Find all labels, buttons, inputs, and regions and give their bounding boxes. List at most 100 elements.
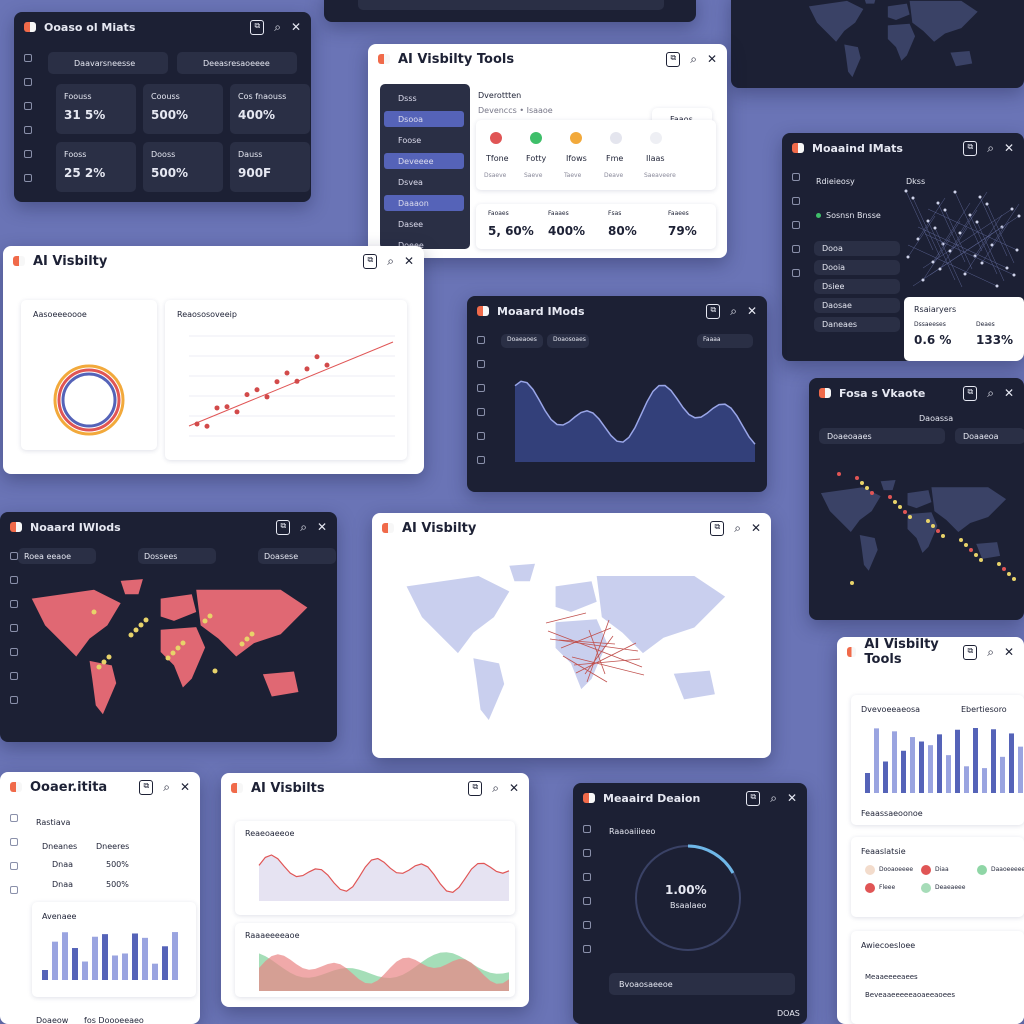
card: Avenaee — [32, 902, 196, 997]
control-button[interactable]: ✕ — [290, 19, 301, 34]
control-button[interactable]: ✕ — [508, 780, 519, 795]
control-button[interactable]: ⧉ — [250, 19, 265, 35]
control-button[interactable]: ⧉ — [746, 790, 761, 806]
control-button[interactable]: ✕ — [786, 790, 797, 805]
control-button[interactable]: ⌕ — [730, 303, 737, 318]
menu-item[interactable]: Dsooa — [384, 111, 464, 127]
control-button[interactable]: ✕ — [403, 253, 414, 268]
control-button[interactable]: ⌕ — [987, 644, 994, 659]
menu-item[interactable]: Doeee — [384, 237, 464, 253]
panel: Fosa s Vkaote ⧉ ⌕ ✕ Daoassa Doaeoaaes Doaaeoa — [809, 378, 1024, 620]
control-button[interactable]: ⌕ — [987, 140, 994, 155]
control-button[interactable]: ⌕ — [690, 51, 697, 66]
menu-item[interactable]: Daaaon — [384, 195, 464, 211]
map-dot — [128, 632, 134, 638]
network-node — [936, 201, 940, 205]
menu-item[interactable]: Dsss — [384, 90, 464, 106]
card[interactable]: Doaaeoa — [955, 428, 1024, 444]
card[interactable]: Roea eeaoe — [18, 548, 96, 564]
ring — [53, 364, 125, 436]
window-controls: ⧉ ⌕ ✕ — [963, 140, 1014, 156]
control-button[interactable]: ⧉ — [363, 253, 378, 269]
panel: Ooaso ol Miats ⧉ ⌕ ✕ Daavarsneesse Deeasresao… — [14, 12, 311, 202]
card[interactable]: Daosae — [814, 298, 900, 313]
control-button[interactable]: ⧉ — [276, 519, 291, 535]
control-button[interactable]: ⌕ — [300, 519, 307, 534]
menu-item[interactable]: Dsvea — [384, 174, 464, 190]
legend-dot — [650, 132, 662, 144]
network-node — [980, 261, 984, 265]
control-button[interactable]: ⧉ — [468, 780, 483, 796]
control-button[interactable]: ⧉ — [963, 644, 978, 660]
menu-item[interactable]: Foose — [384, 132, 464, 148]
control-button[interactable]: ⧉ — [706, 303, 721, 319]
control-button[interactable]: ⌕ — [770, 790, 777, 805]
bar — [162, 946, 168, 980]
control-button[interactable]: ⧉ — [710, 520, 725, 536]
card[interactable]: Doaeoaaes — [819, 428, 945, 444]
map-dot — [143, 617, 149, 623]
card[interactable]: Dossees — [138, 548, 216, 564]
card[interactable]: Doaeaoes — [501, 334, 543, 348]
card[interactable]: Doasese — [258, 548, 336, 564]
sidebar-icon — [24, 102, 32, 110]
control-button[interactable]: ✕ — [746, 303, 757, 318]
label: Daosae — [822, 301, 852, 310]
control-button[interactable]: ✕ — [179, 779, 190, 794]
window-controls: ⧉ ⌕ ✕ — [250, 19, 301, 35]
control-button[interactable]: ⧉ — [139, 779, 154, 795]
control-button[interactable]: ⌕ — [274, 19, 281, 34]
label: Dverottten — [478, 91, 522, 100]
network-edge — [976, 221, 1005, 282]
control-button[interactable]: ⌕ — [734, 520, 741, 535]
bar — [937, 734, 942, 793]
control-button[interactable]: ✕ — [706, 51, 717, 66]
map-dot — [850, 581, 854, 585]
control-button[interactable]: ✕ — [316, 519, 327, 534]
card[interactable]: Daneaes — [814, 317, 900, 332]
sidebar-icon — [583, 945, 591, 953]
gauge-arc — [687, 844, 735, 874]
control-button[interactable]: ⌕ — [163, 779, 170, 794]
sidebar-icon — [10, 600, 18, 608]
label: DOAS — [777, 1009, 800, 1018]
label: Deaeaeee — [935, 884, 966, 891]
chart-graphic — [514, 380, 756, 462]
card[interactable]: Doaosoaes — [547, 334, 589, 348]
control-button[interactable]: ✕ — [1003, 385, 1014, 400]
label: Meaaeeeeaees — [865, 973, 918, 981]
control-button[interactable]: ⧉ — [963, 140, 978, 156]
control-button[interactable]: ✕ — [750, 520, 761, 535]
control-button[interactable]: ⌕ — [387, 253, 394, 268]
map-dot — [133, 627, 139, 633]
map-dot — [941, 534, 945, 538]
card[interactable]: Dooia — [814, 260, 900, 275]
label: Rsaiaryers — [914, 305, 957, 314]
menu-item[interactable]: Deveeee — [384, 153, 464, 169]
network-edge — [922, 238, 951, 281]
route — [575, 642, 637, 674]
card[interactable]: Daavarsneesse — [48, 52, 168, 74]
sidebar-icon — [10, 672, 18, 680]
scatter-dot — [314, 354, 320, 360]
card[interactable]: Deeasresaoeeee — [177, 52, 297, 74]
card[interactable]: Dooa — [814, 241, 900, 256]
control-button[interactable]: ⌕ — [492, 780, 499, 795]
card[interactable]: Dsiee — [814, 279, 900, 294]
window-controls: ⧉ ⌕ ✕ — [139, 779, 190, 795]
control-button[interactable]: ⌕ — [987, 385, 994, 400]
control-button[interactable]: ⧉ — [666, 51, 681, 67]
network-edge — [942, 202, 971, 245]
control-button[interactable]: ✕ — [1003, 644, 1014, 659]
network-edge — [944, 209, 973, 270]
card[interactable]: Faaaa — [697, 334, 753, 348]
control-button[interactable]: ⧉ — [963, 385, 978, 401]
control-button[interactable]: ✕ — [1003, 140, 1014, 155]
network-edge — [905, 190, 934, 251]
bar — [982, 768, 987, 793]
network-edge — [981, 221, 1010, 264]
chart-graphic — [406, 563, 726, 720]
map-dot — [969, 548, 973, 552]
menu-item[interactable]: Dasee — [384, 216, 464, 232]
window-controls: ⧉ ⌕ ✕ — [666, 51, 717, 67]
